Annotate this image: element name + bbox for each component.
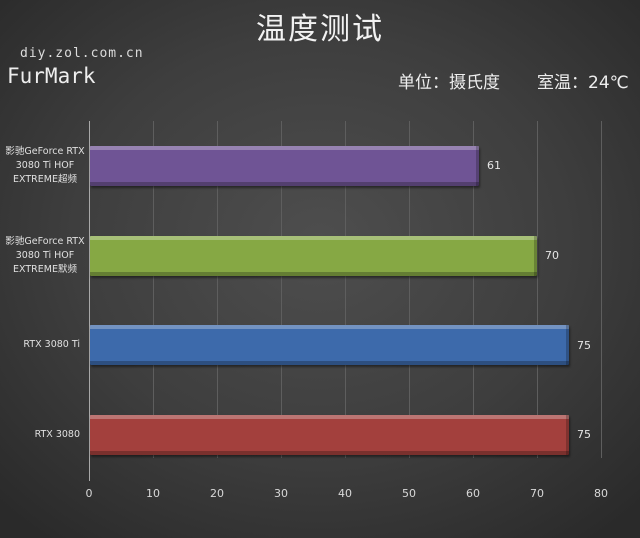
gridline <box>409 121 410 458</box>
bar-edge <box>566 325 569 365</box>
gridline <box>217 121 218 458</box>
gridline <box>537 121 538 458</box>
category-line: 影驰GeForce RTX <box>5 236 85 247</box>
x-tick-label: 80 <box>594 487 608 500</box>
x-tick-label: 0 <box>85 487 93 500</box>
x-tick-label: 20 <box>210 487 224 500</box>
chart-title: 温度测试 <box>256 12 384 47</box>
category-label: RTX 3080 Ti <box>0 338 80 352</box>
gridline <box>281 121 282 458</box>
category-line: 3080 Ti HOF <box>15 160 75 171</box>
category-line: 3080 Ti HOF <box>15 250 75 261</box>
value-label: 75 <box>577 428 591 441</box>
bar-edge <box>566 415 569 455</box>
category-label: 影驰GeForce RTX 3080 Ti HOF EXTREME超频 <box>2 145 88 187</box>
category-label: RTX 3080 <box>0 428 80 442</box>
bar-edge <box>534 236 537 276</box>
category-line: RTX 3080 Ti <box>23 339 80 350</box>
bar-hof-oc <box>90 146 479 186</box>
bar-edge <box>476 146 479 186</box>
category-line: RTX 3080 <box>34 429 80 440</box>
gridline <box>473 121 474 458</box>
benchmark-label: FurMark <box>7 64 96 88</box>
gridline <box>601 121 602 458</box>
bar-rtx3080 <box>90 415 569 455</box>
x-tick-label: 30 <box>274 487 288 500</box>
value-label: 70 <box>545 249 559 262</box>
category-label: 影驰GeForce RTX 3080 Ti HOF EXTREME默频 <box>2 235 88 277</box>
watermark: diy.zol.com.cn <box>20 46 144 61</box>
value-label: 75 <box>577 339 591 352</box>
unit-label: 单位：摄氏度 <box>398 73 500 93</box>
bar-rtx3080ti <box>90 325 569 365</box>
x-tick-label: 10 <box>146 487 160 500</box>
category-line: EXTREME超频 <box>13 174 77 185</box>
category-line: 影驰GeForce RTX <box>5 146 85 157</box>
x-tick-label: 40 <box>338 487 352 500</box>
x-tick-label: 70 <box>530 487 544 500</box>
bar-hof-stock <box>90 236 537 276</box>
gridline <box>153 121 154 458</box>
gridline <box>345 121 346 458</box>
value-label: 61 <box>487 159 501 172</box>
x-tick-label: 50 <box>402 487 416 500</box>
room-temp-label: 室温：24℃ <box>537 73 629 93</box>
y-axis-line <box>89 121 90 481</box>
category-line: EXTREME默频 <box>13 264 77 275</box>
x-tick-label: 60 <box>466 487 480 500</box>
